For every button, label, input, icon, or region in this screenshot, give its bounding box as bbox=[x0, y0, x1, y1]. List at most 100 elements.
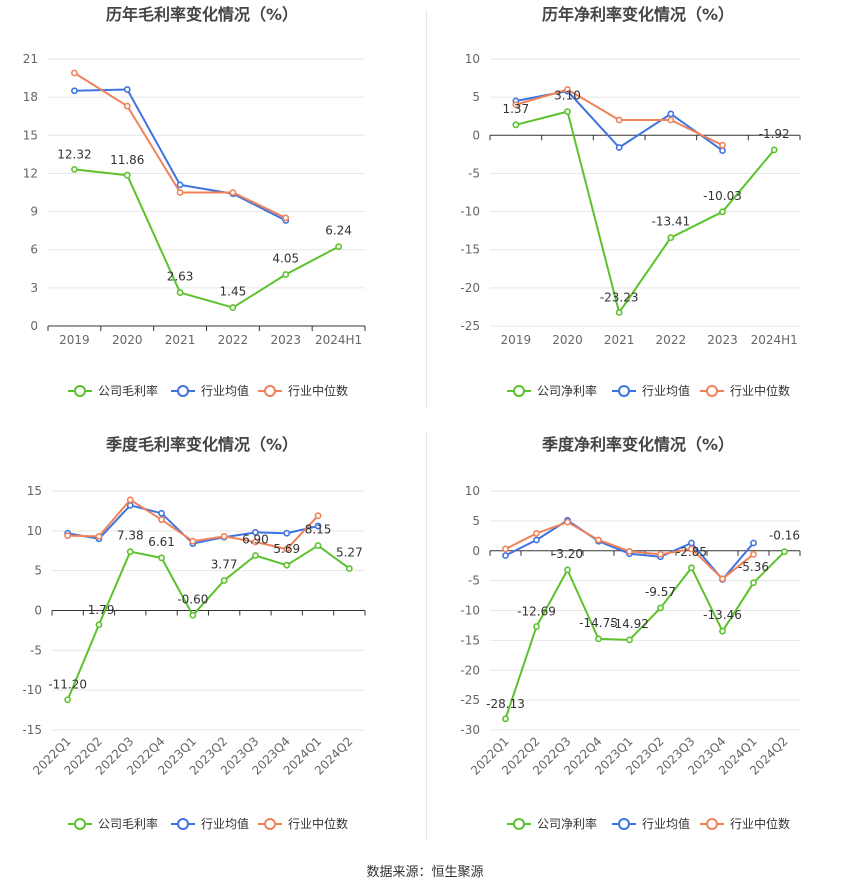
x-tick-label: 2019 bbox=[501, 333, 532, 347]
data-label: -5.36 bbox=[738, 560, 769, 574]
data-label: -12.69 bbox=[517, 605, 556, 619]
data-point-company bbox=[158, 554, 165, 562]
data-label: -1.79 bbox=[83, 603, 114, 617]
y-tick-label: 5 bbox=[472, 90, 480, 104]
data-point-company bbox=[615, 309, 623, 316]
data-point-company bbox=[667, 234, 675, 241]
legend-item: 行业均值 bbox=[612, 383, 690, 398]
y-tick-label: 10 bbox=[27, 524, 42, 538]
data-point-company bbox=[719, 208, 726, 216]
data-point-industry_median bbox=[71, 69, 78, 77]
data-point-company bbox=[126, 548, 134, 556]
legend-label: 公司净利率 bbox=[537, 383, 597, 398]
data-point-industry_median bbox=[95, 533, 103, 540]
y-tick-label: 10 bbox=[465, 484, 480, 498]
data-label: -2.85 bbox=[676, 545, 707, 559]
y-tick-label: 0 bbox=[472, 128, 480, 142]
data-point-industry_median bbox=[123, 102, 131, 110]
legend-label: 行业中位数 bbox=[730, 816, 790, 831]
data-point-company bbox=[626, 636, 633, 644]
legend-marker bbox=[706, 385, 718, 397]
x-tick-label: 2022 bbox=[218, 333, 249, 347]
data-point-company bbox=[335, 243, 342, 251]
x-tick-label: 2020 bbox=[552, 333, 583, 347]
legend-label: 行业均值 bbox=[201, 816, 249, 831]
y-tick-label: 3 bbox=[30, 281, 38, 295]
data-label: 1.45 bbox=[220, 285, 247, 299]
chart-panel-3: 季度毛利率变化情况（%）-15-10-50510152022Q12022Q220… bbox=[22, 435, 366, 831]
data-point-company bbox=[283, 561, 291, 569]
y-tick-label: 9 bbox=[30, 205, 38, 219]
series-line-company bbox=[504, 550, 786, 720]
legend-item: 行业中位数 bbox=[700, 816, 790, 831]
x-tick-label: 2022 bbox=[656, 333, 687, 347]
chart-title: 历年净利率变化情况（%） bbox=[542, 5, 734, 24]
data-label: -23.23 bbox=[600, 290, 639, 304]
data-point-industry_avg bbox=[71, 87, 78, 95]
series-line-company bbox=[66, 544, 350, 701]
x-tick-label: 2023 bbox=[707, 333, 738, 347]
data-point-industry_median bbox=[512, 101, 520, 109]
data-point-industry_median bbox=[667, 116, 675, 124]
data-label: 3.77 bbox=[211, 557, 238, 571]
data-label: -9.57 bbox=[645, 585, 676, 599]
y-tick-label: -15 bbox=[460, 633, 480, 647]
chart-panel-1: 历年毛利率变化情况（%） 0 3 6 9 12 15 18 21 2019 2020 2021 2022… bbox=[23, 5, 366, 398]
legend-label: 公司毛利率 bbox=[98, 816, 158, 831]
data-label: -3.20 bbox=[552, 547, 583, 561]
series-line-company bbox=[515, 110, 775, 314]
legend-label: 行业中位数 bbox=[288, 816, 348, 831]
chart-title: 季度毛利率变化情况（%） bbox=[105, 435, 298, 454]
data-label: 6.24 bbox=[325, 224, 352, 238]
data-point-company bbox=[750, 579, 757, 587]
data-point-company bbox=[252, 552, 259, 559]
chart-title: 季度净利率变化情况（%） bbox=[541, 435, 734, 454]
data-point-company bbox=[770, 146, 778, 154]
y-tick-label: -25 bbox=[460, 693, 480, 707]
data-label: 2.63 bbox=[167, 270, 194, 284]
data-point-industry_median bbox=[220, 533, 228, 540]
data-point-company bbox=[282, 271, 290, 278]
data-label: -28.13 bbox=[486, 697, 525, 711]
panel-divider-bottom bbox=[426, 432, 427, 840]
data-point-company bbox=[95, 621, 103, 629]
data-point-industry_median bbox=[502, 545, 509, 553]
data-label: 5.69 bbox=[273, 542, 300, 556]
chart-panel-4: 季度净利率变化情况（%）-30-25-20-15-10-505102022Q12… bbox=[460, 435, 801, 831]
data-point-industry_avg bbox=[123, 86, 131, 93]
data-point-industry_median bbox=[564, 518, 571, 526]
y-tick-label: -10 bbox=[460, 604, 480, 618]
data-point-industry_median bbox=[719, 575, 726, 583]
y-tick-label: -20 bbox=[460, 663, 480, 677]
legend-label: 行业均值 bbox=[642, 816, 690, 831]
data-label: -14.75 bbox=[579, 616, 618, 630]
data-point-company bbox=[220, 577, 228, 584]
data-point-industry_median bbox=[533, 530, 540, 537]
y-tick-label: -20 bbox=[460, 281, 480, 295]
legend-item: 公司净利率 bbox=[507, 816, 597, 831]
x-tick-label: 2024H1 bbox=[751, 333, 798, 347]
data-point-company bbox=[314, 542, 322, 549]
data-point-industry_median bbox=[626, 547, 633, 555]
data-point-industry_median bbox=[176, 189, 184, 196]
data-label: -13.41 bbox=[651, 215, 690, 229]
data-point-industry_avg bbox=[615, 144, 623, 151]
data-point-company bbox=[64, 696, 72, 704]
data-label: 8.15 bbox=[305, 523, 332, 537]
legend-label: 公司毛利率 bbox=[98, 383, 158, 398]
y-tick-label: 6 bbox=[30, 243, 38, 257]
legend-marker bbox=[74, 818, 86, 830]
y-tick-label: 10 bbox=[465, 52, 480, 66]
data-point-industry_avg bbox=[667, 110, 675, 118]
legend-marker bbox=[706, 818, 718, 830]
data-point-industry_avg bbox=[533, 536, 540, 544]
legend-marker bbox=[74, 385, 86, 397]
data-label: -14.92 bbox=[610, 617, 649, 631]
data-label: 5.27 bbox=[336, 546, 363, 560]
data-point-industry_median bbox=[158, 516, 165, 524]
series-line-company bbox=[74, 168, 340, 309]
series-line-industry_median bbox=[73, 72, 287, 219]
data-point-industry_median bbox=[283, 545, 291, 553]
data-label: -0.16 bbox=[769, 529, 800, 543]
